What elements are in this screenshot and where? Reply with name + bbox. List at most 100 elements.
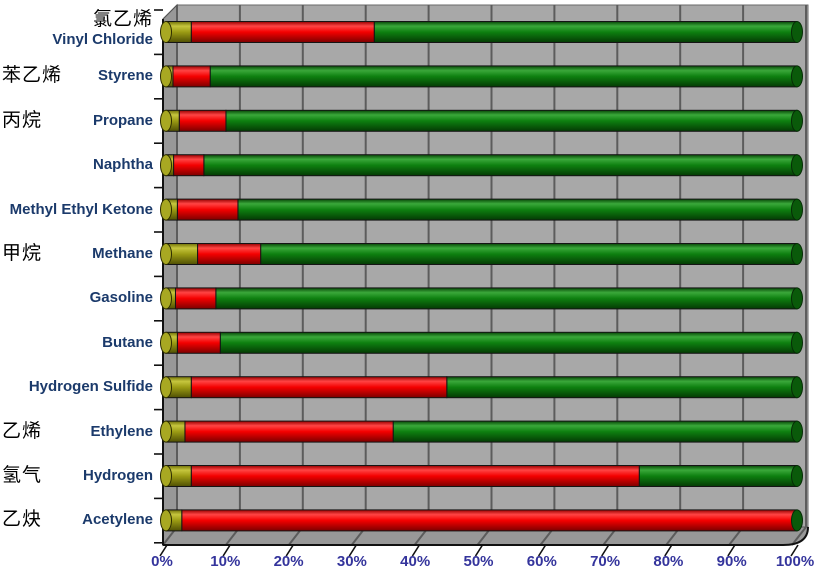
bar-styrene bbox=[160, 65, 803, 88]
bar-butane bbox=[160, 331, 803, 354]
category-label-butane: Butane bbox=[2, 330, 153, 356]
segment-green bbox=[638, 465, 798, 487]
segment-green bbox=[203, 154, 798, 177]
bar-gasoline bbox=[160, 287, 803, 310]
segment-green bbox=[373, 21, 798, 43]
category-label-en: Gasoline bbox=[89, 289, 153, 307]
segment-red bbox=[176, 331, 221, 354]
segment-green bbox=[392, 420, 798, 443]
segment-green bbox=[225, 109, 798, 132]
x-tick-70- bbox=[601, 544, 610, 557]
category-label-en: Vinyl Chloride bbox=[52, 31, 153, 48]
category-label-ethylene: 乙烯 Ethylene bbox=[2, 419, 153, 445]
x-axis-line bbox=[163, 526, 809, 546]
category-label-zh: 苯乙烯 bbox=[2, 65, 63, 87]
category-label-hydrogen: 氢气 Hydrogen bbox=[2, 463, 153, 489]
segment-green bbox=[237, 198, 798, 221]
segment-red bbox=[184, 420, 394, 443]
bar-end-cap bbox=[791, 109, 803, 132]
gridline-bend-100- bbox=[791, 526, 807, 546]
bar-propane bbox=[160, 109, 803, 132]
bar-end-cap bbox=[791, 198, 803, 221]
segment-green bbox=[219, 331, 798, 354]
category-label-propane: 丙烷 Propane bbox=[2, 108, 153, 134]
segment-green bbox=[446, 376, 798, 399]
x-tick-30- bbox=[348, 544, 357, 557]
x-tick-80- bbox=[664, 544, 673, 557]
category-label-en: Methane bbox=[92, 245, 153, 262]
bar-start-cap bbox=[160, 198, 172, 221]
x-tick-label-0-: 0% bbox=[151, 553, 173, 570]
category-label-en: Hydrogen Sulfide bbox=[28, 378, 153, 396]
category-label-en: Methyl Ethyl Ketone bbox=[9, 200, 153, 218]
segment-red bbox=[173, 154, 205, 177]
bar-start-cap bbox=[160, 243, 172, 265]
x-tick-10- bbox=[222, 544, 231, 557]
segment-red bbox=[190, 465, 640, 487]
x-tick-90- bbox=[727, 544, 736, 557]
bar-end-cap bbox=[791, 376, 803, 399]
top-left-bevel bbox=[162, 4, 178, 20]
category-label-methane: 甲烷 Methane bbox=[2, 241, 153, 267]
bar-end-cap bbox=[791, 287, 803, 310]
category-label-zh: 乙炔 bbox=[2, 509, 43, 531]
x-tick-label-90-: 90% bbox=[716, 553, 747, 570]
bar-methane bbox=[160, 243, 803, 265]
bar-start-cap bbox=[160, 331, 172, 354]
segment-red bbox=[190, 376, 448, 399]
axes bbox=[154, 4, 809, 557]
x-tick-label-40-: 40% bbox=[400, 553, 431, 570]
x-tick-label-100-: 100% bbox=[775, 553, 815, 570]
category-label-en: Propane bbox=[92, 111, 153, 129]
bar-methyl-ethyl-ketone bbox=[160, 198, 803, 221]
x-tick-100- bbox=[790, 544, 799, 557]
bar-end-cap bbox=[791, 465, 803, 487]
segment-red bbox=[172, 65, 211, 88]
segment-red bbox=[181, 509, 798, 532]
x-tick-60- bbox=[537, 544, 547, 557]
x-tick-label-10-: 10% bbox=[210, 553, 241, 570]
category-label-gasoline: Gasoline bbox=[2, 285, 153, 311]
bar-start-cap bbox=[160, 21, 172, 43]
bar-start-cap bbox=[160, 509, 172, 532]
category-label-en: Butane bbox=[102, 333, 153, 351]
bar-start-cap bbox=[160, 465, 172, 487]
x-tick-label-20-: 20% bbox=[273, 553, 304, 570]
category-label-zh: 甲烷 bbox=[2, 243, 43, 264]
category-label-styrene: 苯乙烯 Styrene bbox=[2, 63, 153, 89]
category-label-en: Hydrogen bbox=[82, 467, 153, 484]
bar-acetylene bbox=[160, 509, 803, 532]
category-label-en: Naphtha bbox=[93, 156, 153, 174]
category-label-vinyl-chloride: 氯乙烯 Vinyl Chloride bbox=[2, 10, 153, 50]
segment-green bbox=[215, 287, 798, 310]
x-tick-label-80-: 80% bbox=[653, 553, 684, 570]
segment-green bbox=[260, 243, 798, 265]
bar-hydrogen bbox=[160, 465, 803, 487]
category-label-zh: 氢气 bbox=[2, 465, 43, 486]
category-label-zh: 丙烷 bbox=[2, 109, 43, 131]
category-label-hydrogen-sulfide: Hydrogen Sulfide bbox=[2, 374, 153, 400]
segment-red bbox=[174, 287, 217, 310]
x-tick-0- bbox=[159, 544, 168, 557]
bar-end-cap bbox=[791, 243, 803, 265]
bar-end-cap bbox=[791, 21, 803, 43]
segment-red bbox=[176, 198, 239, 221]
bar-end-cap bbox=[791, 154, 803, 177]
bar-ethylene bbox=[160, 420, 803, 443]
category-label-acetylene: 乙炔 Acetylene bbox=[2, 507, 153, 533]
x-tick-label-60-: 60% bbox=[526, 553, 557, 570]
x-tick-40- bbox=[411, 544, 421, 557]
category-label-naphtha: Naphtha bbox=[2, 152, 153, 178]
bar-hydrogen-sulfide bbox=[160, 376, 803, 399]
bar-start-cap bbox=[160, 376, 172, 399]
bar-end-cap bbox=[791, 331, 803, 354]
bar-vinyl-chloride bbox=[160, 21, 803, 43]
bar-naphtha bbox=[160, 154, 803, 177]
x-tick-label-30-: 30% bbox=[336, 553, 367, 570]
bar-end-cap bbox=[791, 65, 803, 88]
x-tick-label-50-: 50% bbox=[463, 553, 494, 570]
bar-end-cap bbox=[791, 509, 803, 532]
category-label-en: Acetylene bbox=[82, 511, 153, 529]
